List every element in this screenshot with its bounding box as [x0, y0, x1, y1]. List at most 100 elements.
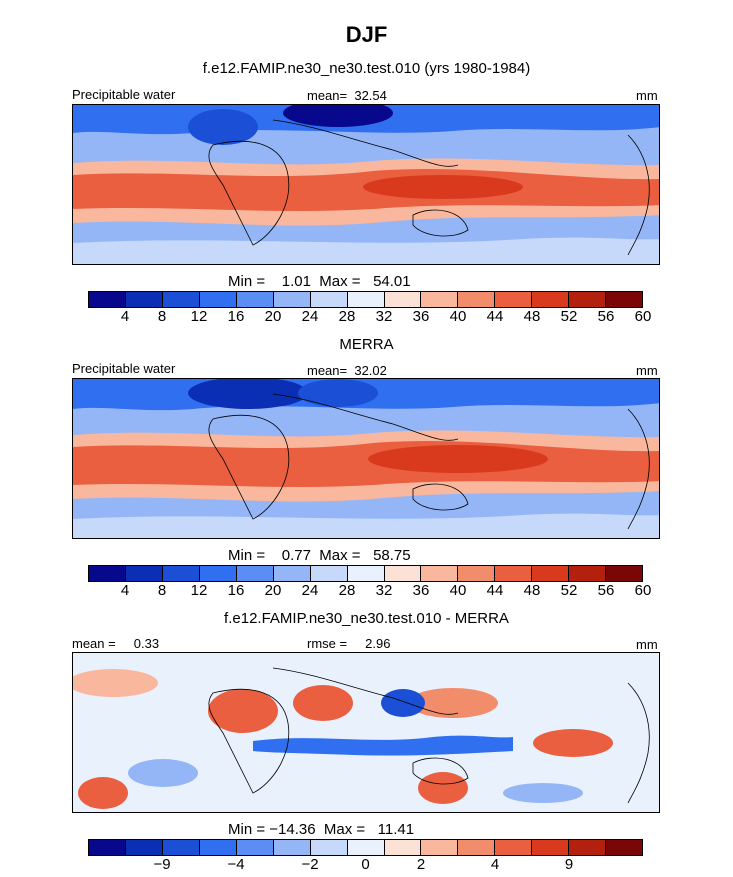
panel-3-map	[72, 652, 660, 813]
p1-swatch-12	[495, 292, 533, 307]
p1-swatch-9	[384, 292, 422, 307]
p3-anom-1	[73, 669, 158, 697]
p2-north-core	[188, 379, 308, 409]
p3-tick: 0	[361, 856, 370, 873]
p2-americas-outline	[627, 408, 650, 530]
p1-south-band	[73, 237, 659, 264]
p3-swatch-10	[421, 840, 459, 855]
p3-tick: 4	[490, 856, 500, 873]
p1-swatch-11	[458, 292, 496, 307]
p2-tick: 28	[338, 582, 356, 599]
p3-anom-10	[418, 772, 468, 804]
p3-anom-5	[533, 729, 613, 757]
p2-tick: 52	[560, 582, 578, 599]
p3-tick: 9	[564, 856, 574, 873]
p2-australia-outline	[412, 483, 469, 511]
p3-australia-outline	[412, 757, 469, 785]
p3-swatch-5	[236, 840, 274, 855]
p2-swatch-6	[273, 566, 311, 581]
p2-tick: 60	[634, 582, 652, 599]
panel-2-colorbar-ticks: 4 8 12 16 20 24 28 32 36 40 44 48 52 56 …	[88, 582, 652, 600]
p1-swatch-15	[606, 292, 643, 307]
p2-swatch-7	[310, 566, 348, 581]
panel-1-map-svg	[73, 105, 659, 264]
p1-tick: 8	[157, 308, 167, 325]
panel-1-colorbar	[88, 291, 643, 308]
p3-tick: −2	[301, 856, 319, 873]
p3-swatch-9	[384, 840, 422, 855]
p1-swatch-2	[125, 292, 163, 307]
p1-swatch-3	[162, 292, 200, 307]
p1-swatch-1	[89, 292, 126, 307]
p2-north-blob	[298, 379, 378, 407]
p3-swatch-1	[89, 840, 126, 855]
p1-swatch-13	[532, 292, 570, 307]
p1-tick: 16	[227, 308, 245, 325]
p2-africa-outline	[208, 414, 290, 520]
panel-1-units: mm	[636, 88, 658, 103]
panel-1-left-label: Precipitable water	[72, 87, 176, 102]
p1-north-blob	[188, 109, 258, 145]
p2-tick: 16	[227, 582, 245, 599]
p2-swatch-5	[236, 566, 274, 581]
panel-1-min-max: Min = 1.01 Max = 54.01	[228, 273, 411, 290]
panel-2-mean-label: mean= 32.02	[307, 363, 387, 378]
p1-swatch-7	[310, 292, 348, 307]
p2-tick: 44	[486, 582, 504, 599]
p1-tick: 60	[634, 308, 652, 325]
p2-tick: 48	[523, 582, 541, 599]
p1-swatch-6	[273, 292, 311, 307]
panel-3-min-max: Min = −14.36 Max = 11.41	[228, 821, 415, 838]
p1-swatch-8	[347, 292, 385, 307]
p3-tick: 2	[416, 856, 426, 873]
p2-asia-outline	[272, 393, 459, 441]
p2-warm-pool	[368, 445, 548, 473]
p2-swatch-13	[532, 566, 570, 581]
p3-tick: −9	[153, 856, 171, 873]
p2-tick: 32	[375, 582, 393, 599]
p1-tick: 4	[120, 308, 130, 325]
p1-asia-outline	[272, 119, 459, 167]
p2-tick: 24	[301, 582, 319, 599]
p2-swatch-3	[162, 566, 200, 581]
p3-anom-11	[503, 783, 583, 803]
p3-swatch-11	[458, 840, 496, 855]
panel-2-subtitle: MERRA	[339, 336, 394, 353]
panel-2-colorbar	[88, 565, 643, 582]
p1-swatch-5	[236, 292, 274, 307]
p2-swatch-14	[569, 566, 607, 581]
p1-swatch-4	[199, 292, 237, 307]
p2-swatch-4	[199, 566, 237, 581]
p3-swatch-3	[162, 840, 200, 855]
p3-swatch-6	[273, 840, 311, 855]
p3-anom-2	[208, 689, 278, 733]
p3-tick: −4	[227, 856, 245, 873]
p1-americas-outline	[627, 134, 650, 256]
p2-swatch-10	[421, 566, 459, 581]
p2-tick: 36	[412, 582, 430, 599]
p2-tick: 56	[597, 582, 615, 599]
p3-swatch-12	[495, 840, 533, 855]
p2-tick: 4	[120, 582, 130, 599]
panel-3-mean-label: mean = 0.33	[72, 636, 160, 651]
p3-anom-6	[253, 735, 513, 756]
p2-swatch-12	[495, 566, 533, 581]
p1-africa-outline	[208, 140, 290, 246]
p2-tick: 12	[190, 582, 208, 599]
p3-swatch-13	[532, 840, 570, 855]
p3-swatch-7	[310, 840, 348, 855]
panel-2-min-max: Min = 0.77 Max = 58.75	[228, 547, 411, 564]
panel-2-left-label: Precipitable water	[72, 361, 176, 376]
p1-warm-pool	[363, 175, 523, 199]
panel-2-map-svg	[73, 379, 659, 538]
p2-swatch-2	[125, 566, 163, 581]
panel-3-colorbar	[88, 839, 643, 856]
p1-tick: 48	[523, 308, 541, 325]
p3-anom-9	[78, 777, 128, 809]
panel-2-units: mm	[636, 363, 658, 378]
p2-swatch-11	[458, 566, 496, 581]
p3-anom-7	[381, 689, 425, 717]
p2-swatch-9	[384, 566, 422, 581]
p1-australia-outline	[412, 209, 469, 237]
p2-tick: 8	[157, 582, 167, 599]
